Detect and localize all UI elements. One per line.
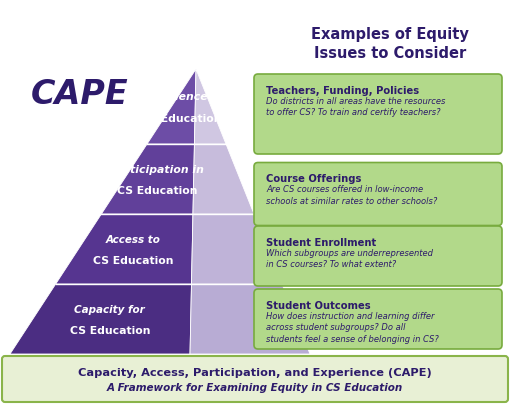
Polygon shape [190,284,310,354]
Text: CS Education: CS Education [117,186,197,196]
Text: Are CS courses offered in low-income
schools at similar rates to other schools?: Are CS courses offered in low-income sch… [266,185,437,206]
Polygon shape [191,214,282,284]
Text: CS Education: CS Education [93,256,174,266]
Text: Which subgroups are underrepresented
in CS courses? To what extent?: Which subgroups are underrepresented in … [266,249,433,269]
Text: CS Education: CS Education [141,114,222,124]
FancyBboxPatch shape [254,226,502,286]
Text: A Framework for Examining Equity in CS Education: A Framework for Examining Equity in CS E… [107,383,403,393]
Text: Participation in: Participation in [110,165,204,175]
Text: Capacity for: Capacity for [74,305,145,315]
Text: Teachers, Funding, Policies: Teachers, Funding, Policies [266,86,419,96]
Text: CS Education: CS Education [70,326,150,336]
Text: Examples of Equity
Issues to Consider: Examples of Equity Issues to Consider [311,27,469,61]
Text: Experience of: Experience of [140,92,223,102]
Text: Access to: Access to [106,235,161,245]
Polygon shape [56,214,193,284]
Text: Capacity, Access, Participation, and Experience (CAPE): Capacity, Access, Participation, and Exp… [78,368,432,378]
Text: CAPE: CAPE [31,78,129,111]
Polygon shape [147,69,196,144]
FancyBboxPatch shape [254,162,502,225]
FancyBboxPatch shape [2,356,508,402]
Text: Course Offerings: Course Offerings [266,175,361,185]
Text: Student Outcomes: Student Outcomes [266,301,371,311]
FancyBboxPatch shape [254,289,502,349]
Text: Do districts in all areas have the resources
to offer CS? To train and certify t: Do districts in all areas have the resou… [266,97,445,118]
Polygon shape [10,284,191,354]
Text: How does instruction and learning differ
across student subgroups? Do all
studen: How does instruction and learning differ… [266,312,439,344]
Polygon shape [193,144,254,214]
FancyBboxPatch shape [254,74,502,154]
Text: Student Enrollment: Student Enrollment [266,238,376,248]
Polygon shape [101,144,195,214]
Polygon shape [195,69,226,144]
